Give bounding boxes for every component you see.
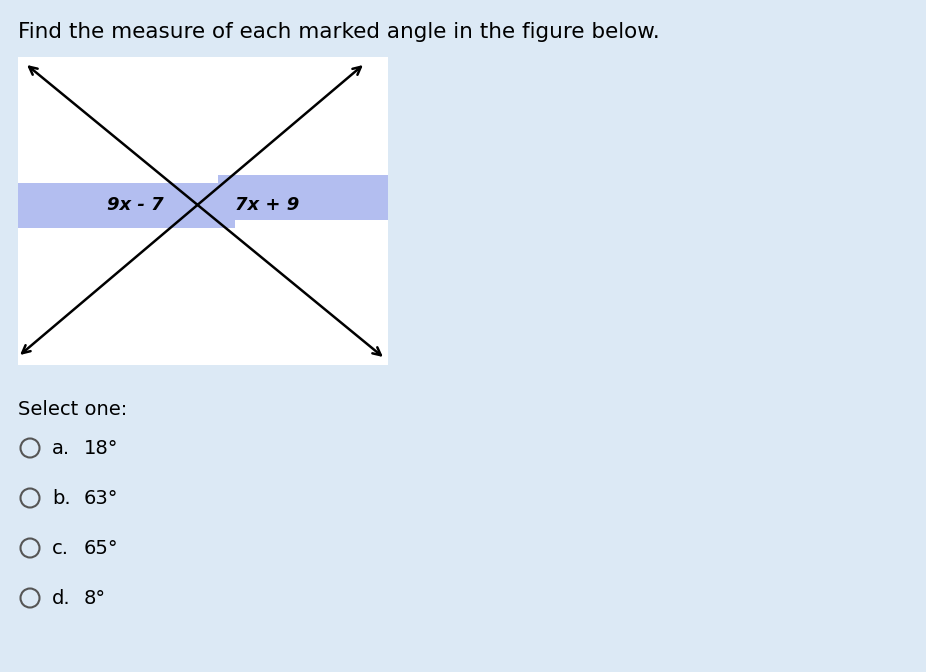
Text: 8°: 8° — [84, 589, 106, 607]
Circle shape — [20, 589, 40, 607]
Circle shape — [20, 439, 40, 458]
Text: d.: d. — [52, 589, 70, 607]
Text: a.: a. — [52, 439, 70, 458]
Text: b.: b. — [52, 489, 70, 507]
Text: 7x + 9: 7x + 9 — [235, 196, 300, 214]
Text: 65°: 65° — [84, 538, 119, 558]
Text: 63°: 63° — [84, 489, 119, 507]
Text: 18°: 18° — [84, 439, 119, 458]
Circle shape — [20, 489, 40, 507]
Text: Find the measure of each marked angle in the figure below.: Find the measure of each marked angle in… — [18, 22, 659, 42]
Text: Select one:: Select one: — [18, 400, 127, 419]
Circle shape — [20, 538, 40, 558]
Text: c.: c. — [52, 538, 69, 558]
Bar — [18, 183, 235, 228]
Bar — [218, 175, 388, 220]
Text: 9x - 7: 9x - 7 — [107, 196, 164, 214]
Bar — [18, 57, 388, 365]
